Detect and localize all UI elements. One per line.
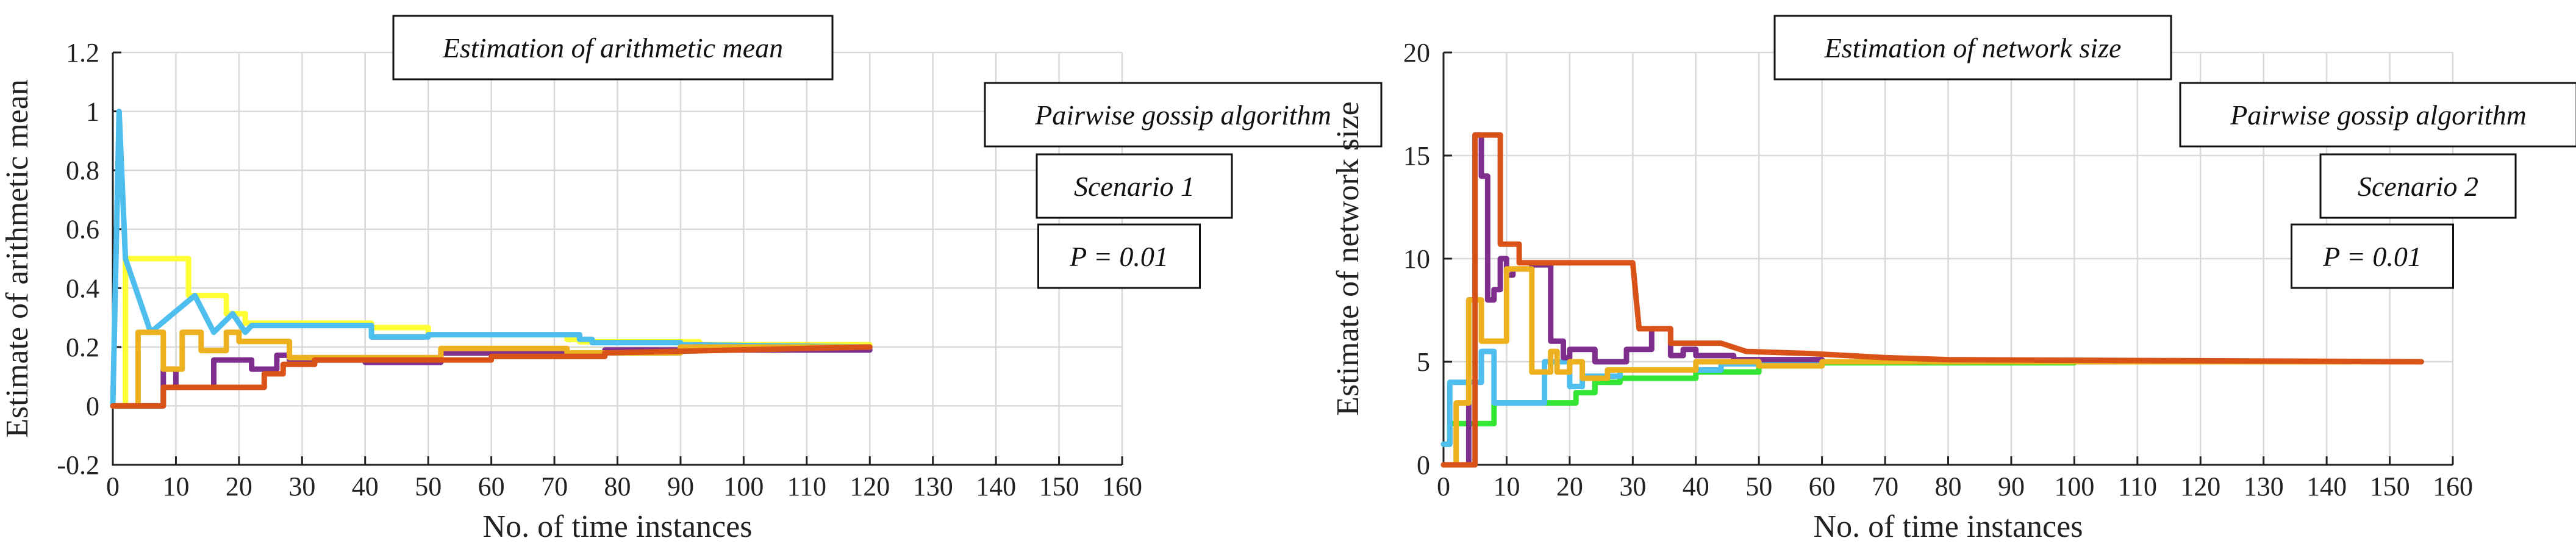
- annotation-frame: [2291, 223, 2454, 289]
- annotation-frame: [2179, 82, 2576, 148]
- annotation-algorithm-box: Pairwise gossip algorithm: [2179, 82, 2576, 148]
- annotation-text: Scenario 1: [1074, 171, 1195, 202]
- y-tick-label: 1: [86, 97, 99, 127]
- x-tick-label: 110: [2118, 472, 2157, 501]
- annotation-probability-box: P = 0.01: [2291, 223, 2454, 289]
- annotation-title-box: Estimation of arithmetic mean: [392, 15, 834, 81]
- x-tick-label: 30: [1619, 472, 1646, 501]
- x-tick-label: 160: [2433, 472, 2473, 501]
- series-line-node-purple: [1440, 132, 2424, 468]
- x-tick-label: 100: [723, 472, 764, 501]
- x-tick-label: 40: [1683, 472, 1709, 501]
- annotation-text: Estimation of network size: [1824, 32, 2122, 63]
- x-tick-label: 150: [2370, 472, 2410, 501]
- annotation-text: P = 0.01: [2322, 241, 2422, 272]
- series-line-node-red: [1440, 132, 2424, 468]
- annotation-frame: [1037, 223, 1201, 289]
- x-tick-label: 20: [226, 472, 252, 501]
- x-tick-label: 160: [1102, 472, 1142, 501]
- y-tick-label: 5: [1417, 347, 1430, 377]
- x-tick-label: 90: [667, 472, 694, 501]
- x-tick-label: 140: [976, 472, 1016, 501]
- annotation-text: P = 0.01: [1069, 241, 1168, 272]
- annotation-algorithm-box: Pairwise gossip algorithm: [984, 82, 1383, 148]
- y-axis-label: Estimate of arithmetic mean: [0, 79, 35, 438]
- x-tick-label: 60: [1809, 472, 1836, 501]
- series-line-node-orange-light: [110, 329, 873, 409]
- axes-frame: [112, 52, 1122, 466]
- x-tick-label: 40: [352, 472, 379, 501]
- y-tick-label: 1.2: [66, 38, 99, 68]
- annotation-frame: [984, 82, 1383, 148]
- y-tick-label: 0.6: [66, 215, 99, 245]
- annotation-scenario-box: Scenario 1: [1036, 153, 1233, 219]
- annotation-text: Pairwise gossip algorithm: [2230, 99, 2527, 131]
- x-tick-label: 20: [1556, 472, 1583, 501]
- x-tick-label: 50: [415, 472, 442, 501]
- y-axis-label: Estimate of network size: [1331, 101, 1365, 416]
- chart-arithmetic-mean: 0 10 20 30 40 50 60 70 80 90 100 110 120 130 140 150 160…: [0, 15, 1383, 544]
- x-tick-label: 130: [2244, 472, 2284, 501]
- annotation-text: Pairwise gossip algorithm: [1034, 99, 1331, 131]
- annotation-frame: [392, 15, 834, 81]
- annotation-frame: [2319, 153, 2517, 219]
- x-tick-label: 130: [913, 472, 953, 501]
- annotation-frame: [1773, 15, 2172, 81]
- x-tick-label: 30: [288, 472, 315, 501]
- x-axis-label: No. of time instances: [483, 509, 753, 544]
- y-tick-label: 0: [86, 391, 99, 421]
- annotation-probability-box: P = 0.01: [1037, 223, 1201, 289]
- x-tick-label: 50: [1745, 472, 1772, 501]
- x-tick-label: 70: [1872, 472, 1898, 501]
- y-tick-label: 10: [1403, 244, 1430, 274]
- y-tick-label: 15: [1403, 141, 1430, 171]
- x-tick-label: 80: [604, 472, 631, 501]
- annotation-text: Estimation of arithmetic mean: [442, 32, 783, 63]
- x-tick-label: 90: [1998, 472, 2025, 501]
- y-tick-label: 0: [1417, 450, 1430, 480]
- annotation-frame: [1036, 153, 1233, 219]
- x-tick-label: 60: [478, 472, 505, 501]
- x-tick-label: 100: [2054, 472, 2094, 501]
- x-tick-label: 140: [2306, 472, 2347, 501]
- series-line-node-orange-light: [1440, 266, 2424, 468]
- x-tick-label: 0: [1437, 472, 1450, 501]
- x-tick-label: 120: [850, 472, 890, 501]
- annotation-scenario-box: Scenario 2: [2319, 153, 2517, 219]
- x-tick-label: 70: [541, 472, 568, 501]
- annotation-title-box: Estimation of network size: [1773, 15, 2172, 81]
- y-tick-label: 20: [1403, 38, 1430, 68]
- y-tick-label: 0.8: [66, 156, 99, 185]
- chart-network-size: 0 10 20 30 40 50 60 70 80 90 100 110 120 130 140 150 160…: [1331, 15, 2576, 544]
- y-tick-label: 0.4: [66, 273, 99, 303]
- x-tick-label: 0: [106, 472, 120, 501]
- y-tick-label: -0.2: [57, 450, 99, 480]
- series-line-node-red: [110, 344, 873, 409]
- x-tick-label: 120: [2180, 472, 2220, 501]
- annotation-text: Scenario 2: [2358, 171, 2478, 202]
- x-tick-label: 110: [787, 472, 826, 501]
- y-tick-label: 0.2: [66, 332, 99, 362]
- series-line-node-blue: [110, 109, 873, 409]
- x-tick-label: 10: [162, 472, 189, 501]
- x-tick-label: 10: [1493, 472, 1520, 501]
- x-axis-label: No. of time instances: [1814, 509, 2083, 544]
- x-tick-label: 150: [1039, 472, 1079, 501]
- x-tick-label: 80: [1935, 472, 1962, 501]
